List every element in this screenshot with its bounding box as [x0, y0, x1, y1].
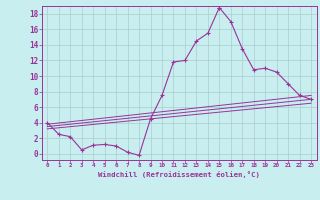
X-axis label: Windchill (Refroidissement éolien,°C): Windchill (Refroidissement éolien,°C) [98, 171, 260, 178]
